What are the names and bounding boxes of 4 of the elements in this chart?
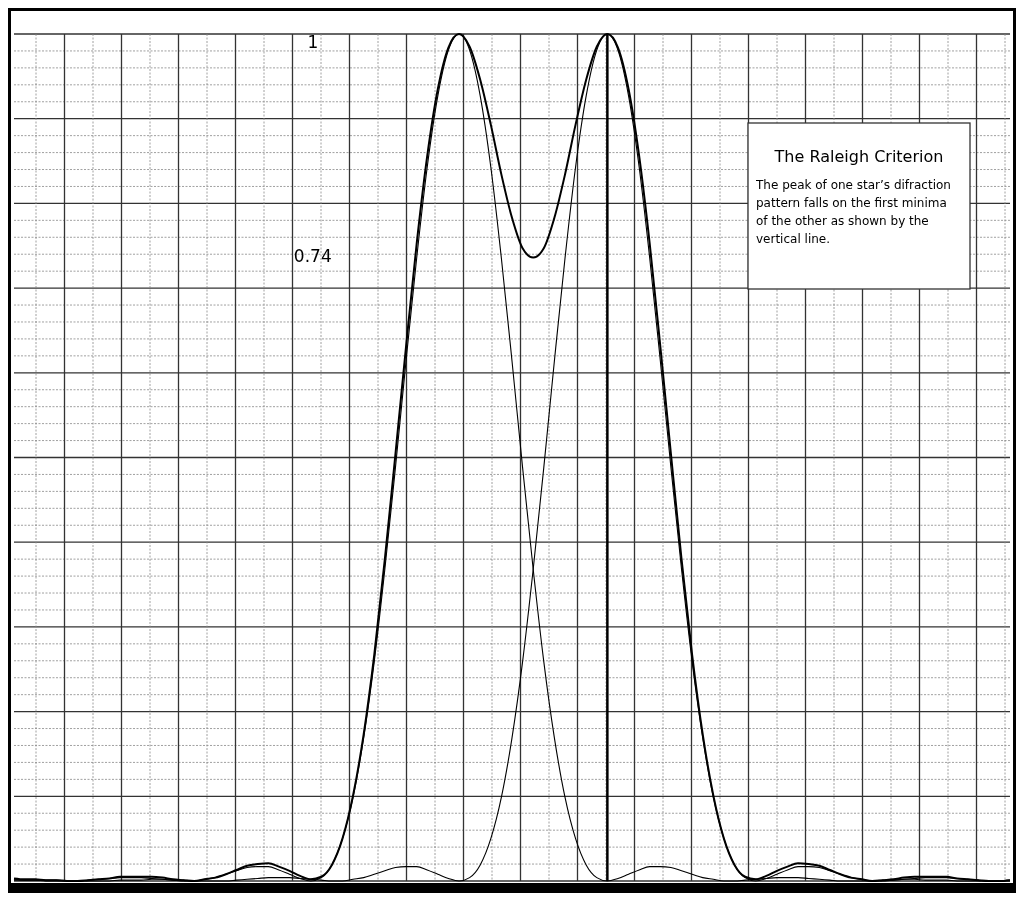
annotation: 1 <box>307 32 319 52</box>
annotation: 0.74 <box>293 246 332 267</box>
text: The Raleigh Criterion <box>773 147 944 166</box>
annotation: The peak of one star’s difraction pattern falls on the first minima of the other as shown by the vertical line. <box>756 177 952 248</box>
